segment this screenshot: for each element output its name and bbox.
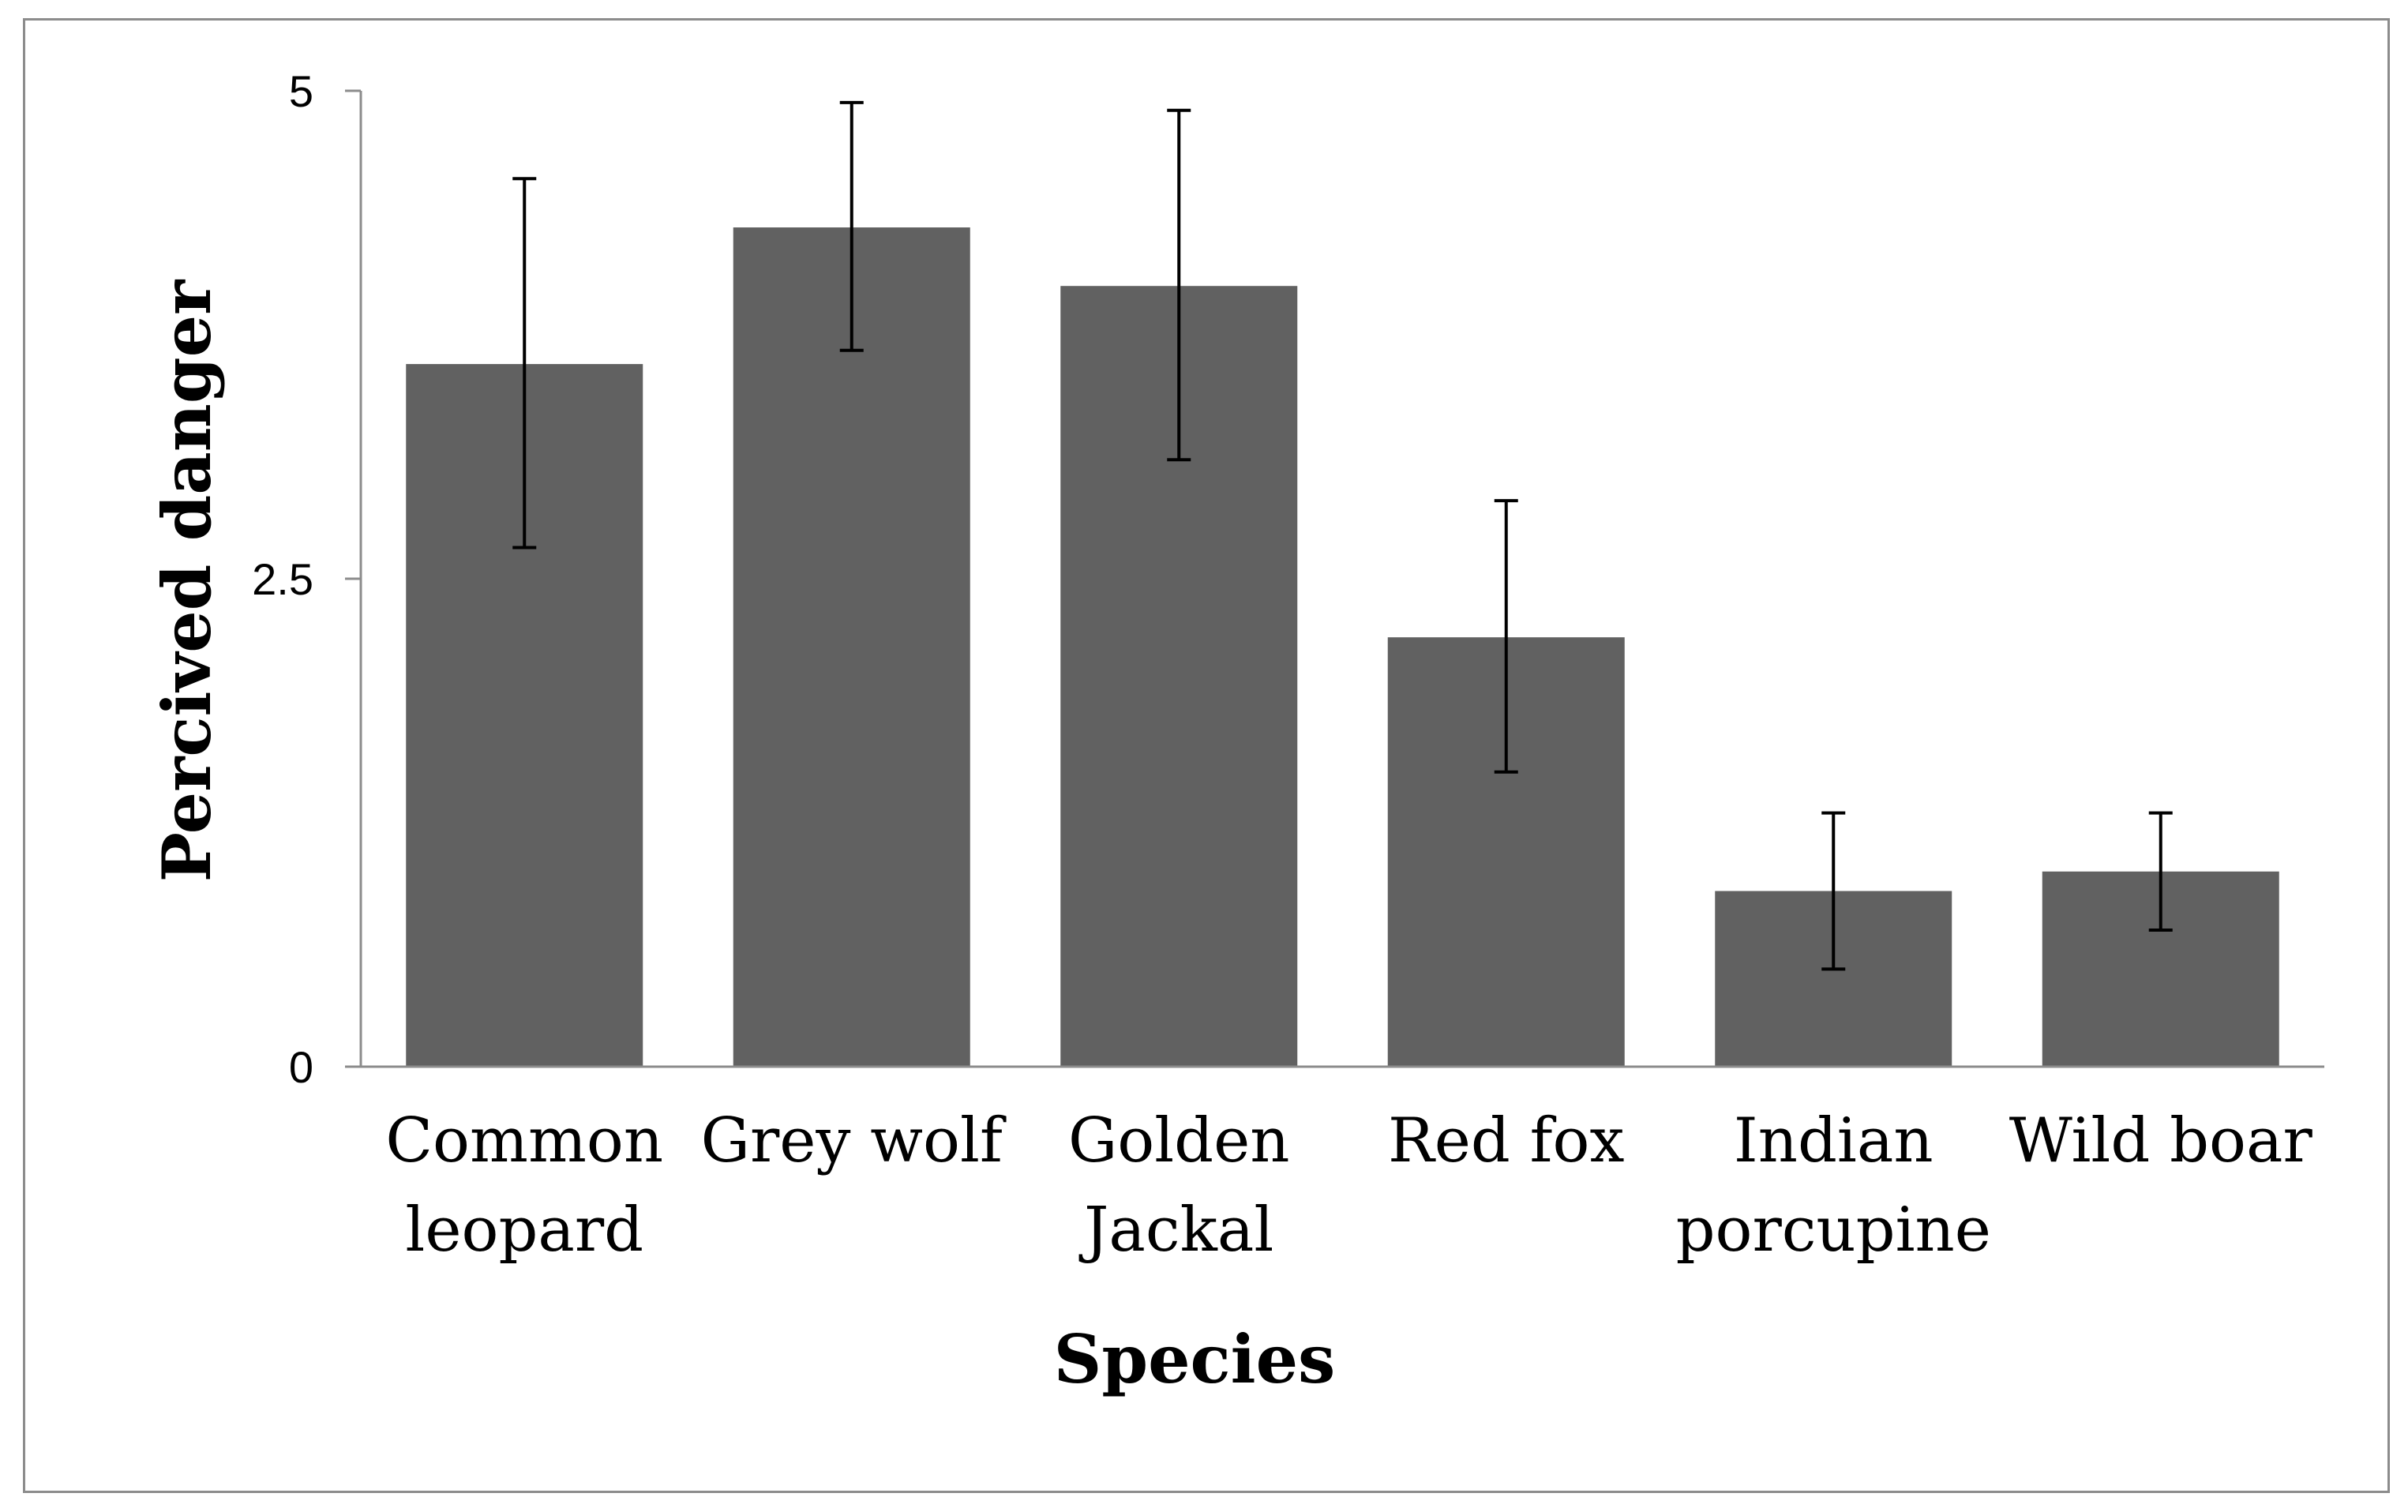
x-category-label: Golden Jackal (1068, 1105, 1290, 1266)
x-category-label-line: Indian (1734, 1105, 1934, 1176)
x-category-label: Grey wolf (701, 1105, 1007, 1176)
x-category-label-line: Jackal (1078, 1195, 1273, 1266)
x-category-label-line: Common (385, 1105, 663, 1176)
x-category-label-line: porcupine (1676, 1195, 1991, 1266)
bar-chart: 0 2.5 5 Common leopard Grey wolf Golden Jackal… (148, 66, 2324, 1398)
y-tick-label: 2.5 (252, 554, 313, 604)
y-tick-label: 0 (289, 1042, 313, 1092)
x-category-label-line: leopard (405, 1195, 643, 1266)
y-tick-label: 5 (289, 66, 313, 116)
x-category-label-line: Wild boar (2009, 1105, 2313, 1176)
x-category-label: Indian porcupine (1676, 1105, 1991, 1266)
x-category-label: Red fox (1388, 1105, 1624, 1176)
x-category-label-line: Grey wolf (701, 1105, 1007, 1176)
x-category-label-line: Golden (1068, 1105, 1290, 1176)
x-category-label-line: Red fox (1388, 1105, 1624, 1176)
x-category-label: Common leopard (385, 1105, 663, 1266)
x-axis-title: Species (1054, 1320, 1336, 1398)
bar (733, 227, 970, 1067)
x-category-label: Wild boar (2009, 1105, 2313, 1176)
chart-frame: 0 2.5 5 Common leopard Grey wolf Golden Jackal… (23, 18, 2390, 1493)
y-axis-title: Percived danger (148, 279, 226, 882)
